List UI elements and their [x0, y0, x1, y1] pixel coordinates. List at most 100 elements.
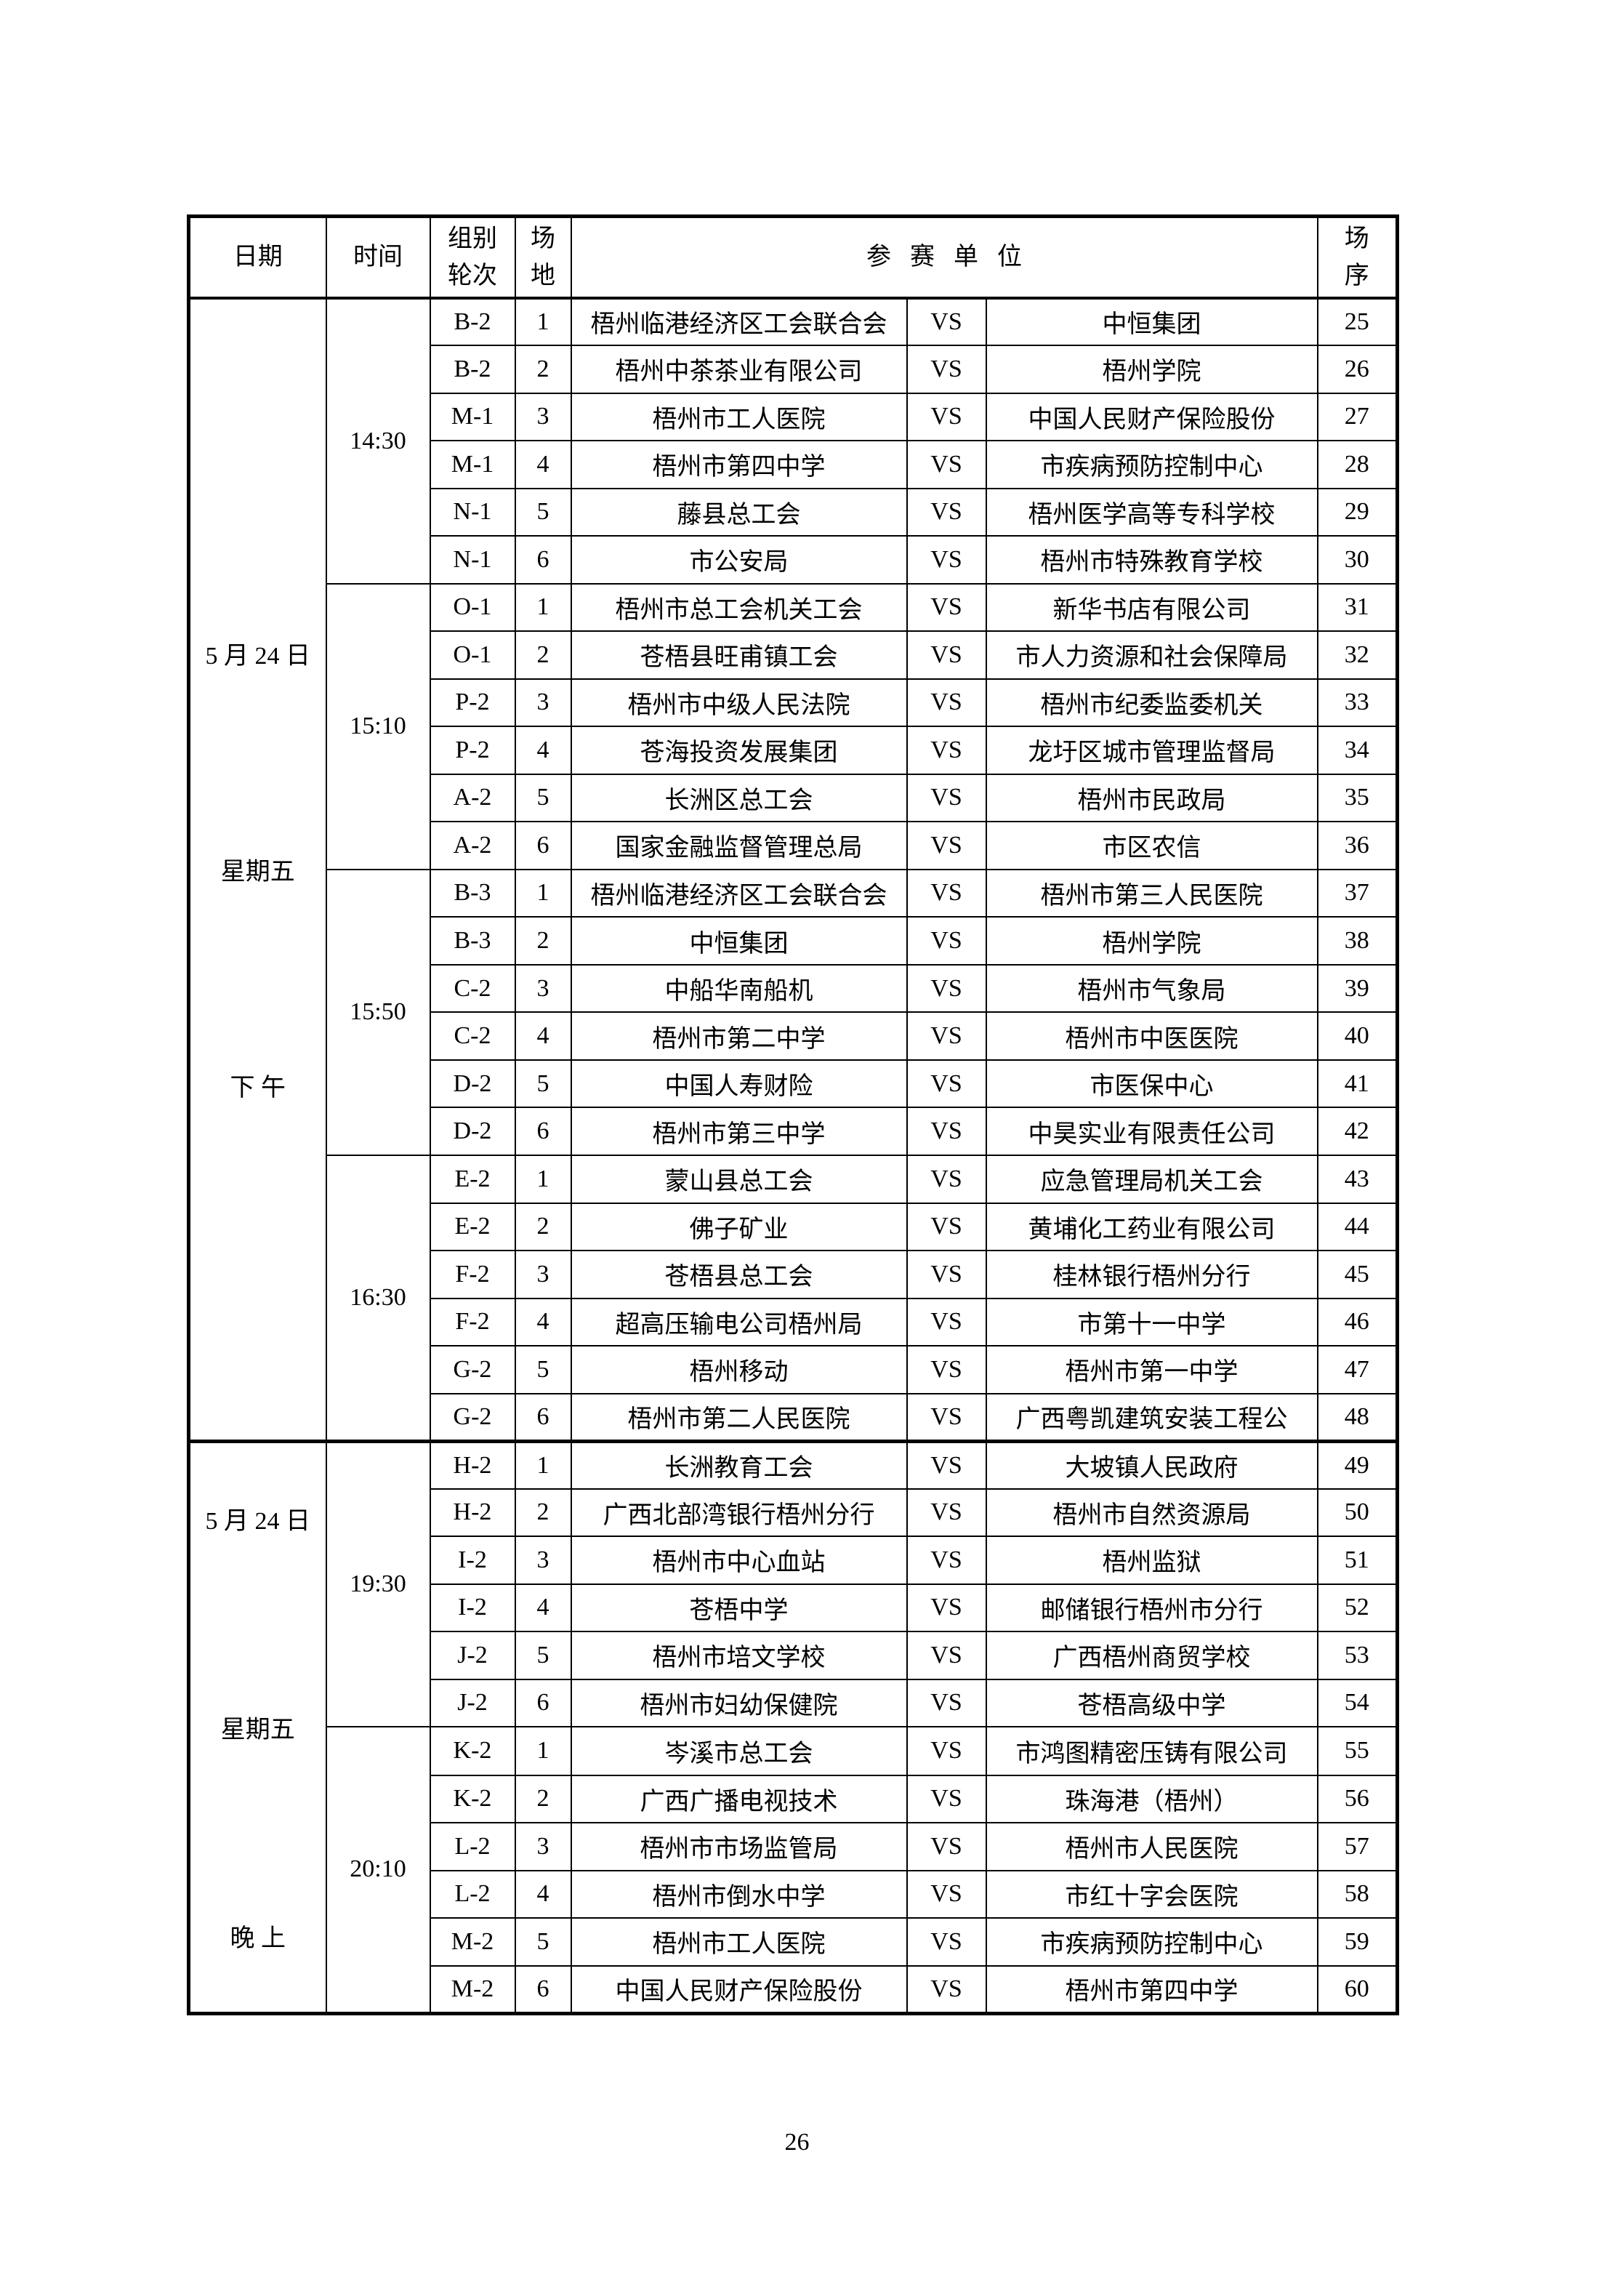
- team2-cell: 广西粤凯建筑安装工程公: [985, 1392, 1318, 1442]
- group-cell: G-2: [429, 1345, 516, 1394]
- header-group-line1: 组别: [448, 225, 497, 252]
- vs-label: VS: [906, 1011, 987, 1061]
- order-cell: 39: [1316, 963, 1398, 1013]
- team2-cell: 梧州市第四中学: [985, 1964, 1318, 2014]
- team1-cell: 苍海投资发展集团: [570, 726, 908, 775]
- table-row: H-2 2 广西北部湾银行梧州分行 VS 梧州市自然资源局 50: [189, 1488, 1398, 1537]
- table-row: I-2 3 梧州市中心血站 VS 梧州监狱 51: [189, 1536, 1398, 1585]
- court-cell: 5: [514, 1059, 572, 1109]
- court-cell: 1: [514, 582, 572, 633]
- table-row: 20:10 K-2 1 岑溪市总工会 VS 市鸿图精密压铸有限公司 55: [189, 1726, 1398, 2014]
- team1-cell: 梧州移动: [570, 1345, 908, 1394]
- table-row: B-3 2 中恒集团 VS 梧州学院 38: [189, 916, 1398, 966]
- table-row: O-1 2 苍梧县旺甫镇工会 VS 市人力资源和社会保障局 32: [189, 630, 1398, 680]
- time-cell: 15:10: [325, 582, 431, 870]
- header-court-line2: 地: [531, 262, 555, 289]
- order-cell: 53: [1316, 1631, 1398, 1680]
- weekday-line: 星期五: [220, 859, 295, 886]
- group-cell: D-2: [429, 1059, 516, 1109]
- team2-cell: 梧州市第三人民医院: [985, 868, 1318, 918]
- order-cell: 33: [1316, 678, 1398, 728]
- table-row: J-2 5 梧州市培文学校 VS 广西梧州商贸学校 53: [189, 1631, 1398, 1680]
- group-cell: P-2: [429, 726, 516, 775]
- court-cell: 2: [514, 630, 572, 680]
- court-cell: 6: [514, 535, 572, 585]
- table-row: K-2 2 广西广播电视技术 VS 珠海港（梧州） 56: [189, 1774, 1398, 1823]
- court-cell: 6: [514, 1392, 572, 1442]
- team2-cell: 苍梧高级中学: [985, 1678, 1318, 1727]
- team1-cell: 梧州市妇幼保健院: [570, 1678, 908, 1727]
- vs-label: VS: [906, 1726, 987, 1776]
- table-row: M-2 6 中国人民财产保险股份 VS 梧州市第四中学 60: [189, 1964, 1398, 2014]
- court-cell: 4: [514, 1011, 572, 1061]
- court-cell: 6: [514, 821, 572, 870]
- table-row: 16:30 E-2 1 蒙山县总工会 VS 应急管理局机关工会 43: [189, 1154, 1398, 1442]
- vs-label: VS: [906, 963, 987, 1013]
- team2-cell: 梧州市纪委监委机关: [985, 678, 1318, 728]
- time-cell: 15:50: [325, 868, 431, 1156]
- date-cell-afternoon: 5 月 24 日 星期五 下 午: [188, 297, 327, 1442]
- order-cell: 34: [1316, 726, 1398, 775]
- order-cell: 31: [1316, 582, 1398, 633]
- court-cell: 3: [514, 1250, 572, 1299]
- vs-label: VS: [906, 1059, 987, 1109]
- court-cell: 5: [514, 1631, 572, 1680]
- vs-label: VS: [906, 1107, 987, 1156]
- vs-label: VS: [906, 1774, 987, 1823]
- table-row: G-2 5 梧州移动 VS 梧州市第一中学 47: [189, 1345, 1398, 1394]
- group-cell: E-2: [429, 1154, 516, 1204]
- header-row: 日期 时间 组别 轮次 场 地 参赛单位 场 序: [188, 215, 1398, 300]
- group-cell: L-2: [429, 1822, 516, 1871]
- team1-cell: 中国人寿财险: [570, 1059, 908, 1109]
- order-cell: 28: [1316, 440, 1398, 489]
- group-cell: F-2: [429, 1297, 516, 1346]
- order-cell: 35: [1316, 773, 1398, 823]
- team1-cell: 岑溪市总工会: [570, 1726, 908, 1776]
- table-row: L-2 3 梧州市市场监管局 VS 梧州市人民医院 57: [189, 1822, 1398, 1871]
- group-cell: K-2: [429, 1726, 516, 1776]
- table-row: B-2 2 梧州中茶茶业有限公司 VS 梧州学院 26: [189, 345, 1398, 394]
- court-cell: 3: [514, 1536, 572, 1585]
- table-row: C-2 3 中船华南船机 VS 梧州市气象局 39: [189, 963, 1398, 1013]
- group-cell: I-2: [429, 1583, 516, 1632]
- header-order-line2: 序: [1344, 262, 1369, 289]
- group-cell: B-2: [429, 297, 516, 346]
- team2-cell: 市医保中心: [985, 1059, 1318, 1109]
- team1-cell: 广西广播电视技术: [570, 1774, 908, 1823]
- court-cell: 2: [514, 345, 572, 394]
- court-cell: 1: [514, 297, 572, 346]
- group-cell: B-3: [429, 868, 516, 918]
- team2-cell: 中昊实业有限责任公司: [985, 1107, 1318, 1156]
- vs-label: VS: [906, 1392, 987, 1442]
- vs-label: VS: [906, 821, 987, 870]
- vs-label: VS: [906, 630, 987, 680]
- court-cell: 6: [514, 1964, 572, 2014]
- vs-label: VS: [906, 440, 987, 489]
- team2-cell: 大坡镇人民政府: [985, 1439, 1318, 1490]
- table-row: 15:50 B-3 1 梧州临港经济区工会联合会 VS 梧州市第三人民医院 37: [189, 868, 1398, 1156]
- team1-cell: 梧州市第二人民医院: [570, 1392, 908, 1442]
- vs-label: VS: [906, 345, 987, 394]
- team1-cell: 超高压输电公司梧州局: [570, 1297, 908, 1346]
- court-cell: 1: [514, 1154, 572, 1204]
- vs-label: VS: [906, 392, 987, 441]
- team2-cell: 邮储银行梧州市分行: [985, 1583, 1318, 1632]
- order-cell: 42: [1316, 1107, 1398, 1156]
- group-cell: K-2: [429, 1774, 516, 1823]
- team1-cell: 梧州市总工会机关工会: [570, 582, 908, 633]
- court-cell: 5: [514, 1345, 572, 1394]
- table-row: I-2 4 苍梧中学 VS 邮储银行梧州市分行 52: [189, 1583, 1398, 1632]
- team1-cell: 梧州市工人医院: [570, 392, 908, 441]
- table-row: A-2 6 国家金融监督管理总局 VS 市区农信 36: [189, 821, 1398, 870]
- group-cell: M-2: [429, 1964, 516, 2014]
- group-cell: C-2: [429, 963, 516, 1013]
- team1-cell: 梧州临港经济区工会联合会: [570, 868, 908, 918]
- vs-label: VS: [906, 773, 987, 823]
- order-cell: 56: [1316, 1774, 1398, 1823]
- order-cell: 26: [1316, 345, 1398, 394]
- header-group-line2: 轮次: [448, 262, 497, 289]
- group-cell: I-2: [429, 1536, 516, 1585]
- schedule-table-wrap: 日期 时间 组别 轮次 场 地 参赛单位 场 序 5 月 24 日 星期五 下 …: [187, 214, 1400, 2015]
- team2-cell: 梧州监狱: [985, 1536, 1318, 1585]
- team1-cell: 苍梧县旺甫镇工会: [570, 630, 908, 680]
